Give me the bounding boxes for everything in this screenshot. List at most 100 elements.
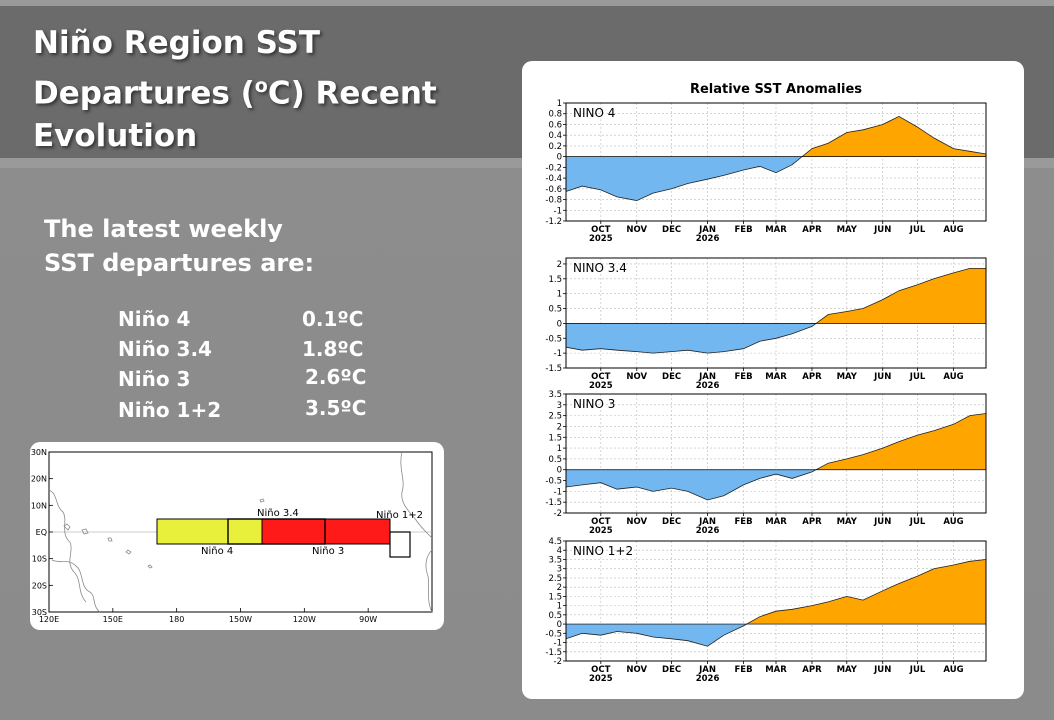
map-lon-label: 150E (103, 615, 123, 624)
map-lat-label: 20N (31, 475, 47, 484)
map-lat-label: 30N (31, 448, 47, 457)
map-coastlines (48, 451, 433, 613)
latest-heading: The latest weekly SST departures are: (44, 212, 314, 280)
chart-title: Relative SST Anomalies (690, 82, 862, 97)
x-year-label: 2026 (696, 381, 720, 391)
map-lat-label: EQ (36, 528, 47, 537)
panel-name: NINO 3.4 (573, 261, 627, 275)
label-nino34: Niño 3.4 (257, 508, 299, 519)
x-month-label: APR (802, 225, 822, 235)
x-month-label: OCT (591, 372, 610, 382)
latest-line1: The latest weekly (44, 215, 283, 243)
x-month-label: JAN (698, 665, 716, 675)
title-degree-sup: o (254, 75, 268, 97)
title-line3: Evolution (33, 118, 198, 155)
x-month-label: MAY (837, 372, 858, 382)
x-month-label: NOV (626, 372, 647, 382)
positive-anomaly-area (566, 268, 986, 324)
x-month-label: NOV (626, 665, 647, 675)
x-month-label: APR (802, 665, 822, 675)
anomaly-line (565, 267, 986, 354)
nino34-west-box (227, 518, 263, 545)
y-tick-label: -0.2 (545, 163, 562, 173)
region-value-nino12: 3.5ºC (305, 396, 367, 420)
anomaly-line (565, 115, 987, 202)
nino12-box (389, 531, 411, 558)
label-nino4: Niño 4 (201, 546, 233, 557)
x-year-label: 2026 (696, 526, 720, 536)
map-lat-labels: 30N 20N 10N EQ 10S 20S 30S (31, 448, 53, 617)
y-tick-label: 4.5 (548, 537, 562, 547)
map-lat-label: 10N (31, 501, 47, 510)
label-nino3: Niño 3 (312, 546, 344, 557)
x-month-label: DEC (662, 665, 681, 675)
region-value-nino34: 1.8ºC (302, 337, 364, 361)
y-tick-label: -0.6 (545, 185, 562, 195)
x-month-label: AUG (943, 517, 963, 527)
map-lat-label: 10S (32, 555, 47, 564)
map-lon-label: 90W (359, 615, 377, 624)
x-year-label: 2025 (589, 526, 613, 536)
x-year-label: 2025 (589, 234, 613, 244)
x-month-label: DEC (662, 225, 681, 235)
y-tick-label: 1 (557, 444, 562, 454)
latest-line2: SST departures are: (44, 249, 315, 277)
y-tick-label: 3 (557, 565, 562, 575)
map-lon-label: 180 (169, 615, 184, 624)
x-month-label: FEB (734, 665, 752, 675)
map-lat-label: 30S (32, 608, 47, 617)
y-tick-label: -1 (554, 639, 562, 649)
y-tick-label: 2.5 (548, 574, 562, 584)
panel-name: NINO 3 (573, 397, 615, 411)
x-month-label: FEB (734, 225, 752, 235)
title-line1: Niño Region SST (33, 25, 321, 61)
x-month-label: OCT (591, 517, 610, 527)
map-lat-label: 20S (32, 581, 47, 590)
negative-anomaly-area (566, 323, 817, 354)
y-tick-label: -2 (554, 509, 562, 519)
x-month-label: JUN (873, 665, 891, 675)
x-month-label: APR (802, 517, 822, 527)
y-tick-label: 4 (557, 546, 562, 556)
y-tick-label: -0.5 (545, 477, 562, 487)
y-tick-label: 0.2 (548, 142, 562, 152)
y-tick-label: 0 (557, 620, 562, 630)
x-month-label: MAR (765, 225, 787, 235)
anomaly-line (565, 559, 987, 647)
y-tick-label: -1.5 (545, 648, 562, 658)
negative-anomaly-area (566, 469, 817, 500)
map-coast-maritime (48, 489, 87, 603)
x-month-label: JUL (909, 665, 926, 675)
y-tick-label: 1 (557, 290, 562, 300)
x-month-label: AUG (943, 665, 963, 675)
anomaly-line (565, 413, 987, 501)
x-month-label: JUN (873, 225, 891, 235)
y-tick-label: 3.5 (548, 555, 562, 565)
x-month-label: AUG (943, 225, 963, 235)
x-month-label: OCT (591, 665, 610, 675)
map-coast-australia (51, 559, 101, 613)
y-tick-label: -0.8 (545, 196, 562, 206)
x-month-label: APR (802, 372, 822, 382)
panel-name: NINO 4 (573, 106, 615, 120)
panel-3: 3.532.521.510.50-0.5-1-1.5-2 NINO 3 OCT NOV… (545, 390, 987, 536)
y-tick-label: 3 (557, 401, 562, 411)
region-name-nino34: Niño 3.4 (118, 337, 212, 361)
y-tick-label: 2 (557, 260, 562, 270)
region-name-nino3: Niño 3 (118, 367, 191, 391)
x-month-label: JUL (909, 517, 926, 527)
nino3-box (324, 518, 391, 545)
x-month-label: JUN (873, 517, 891, 527)
map-islands (63, 498, 265, 569)
y-tick-label: 0 (557, 153, 562, 163)
nino-region-map: Niño 3.4 Niño 1+2 Niño 4 Niño 3 30N 20N 10… (31, 448, 433, 624)
x-month-label: FEB (734, 372, 752, 382)
y-tick-label: -1 (554, 349, 562, 359)
nino-region-map-panel: Niño 3.4 Niño 1+2 Niño 4 Niño 3 30N 20N 10… (30, 442, 444, 630)
x-year-label: 2025 (589, 381, 613, 391)
y-tick-label: 0.5 (548, 611, 562, 621)
x-month-label: DEC (662, 372, 681, 382)
nino34-outline (227, 518, 326, 545)
x-month-label: JUL (909, 225, 926, 235)
x-month-label: MAY (837, 517, 858, 527)
